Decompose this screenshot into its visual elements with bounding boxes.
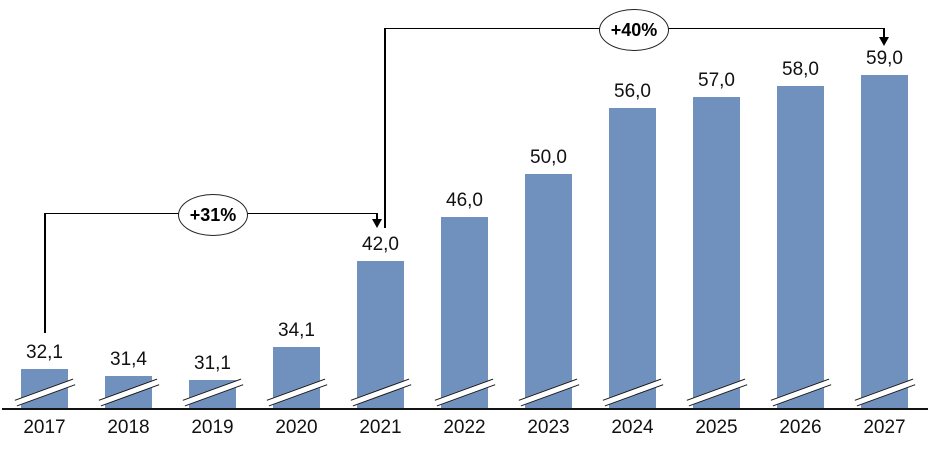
- bracket-left-vertical-line: [384, 28, 386, 228]
- bar-value-label: 31,1: [194, 353, 231, 374]
- x-axis-label: 2021: [359, 417, 402, 438]
- bar: [693, 97, 740, 409]
- arrow-down-icon: [879, 37, 889, 46]
- bar: [525, 174, 572, 409]
- x-axis-label: 2022: [443, 417, 486, 438]
- bar: [609, 108, 656, 409]
- bar-value-label: 31,4: [110, 349, 147, 370]
- x-axis-label: 2024: [611, 417, 654, 438]
- growth-badge-31: +31%: [178, 194, 248, 236]
- bracket-right-vertical-stub: [883, 28, 885, 38]
- growth-badge-40-label: +40%: [610, 19, 658, 40]
- bar-value-label: 34,1: [278, 320, 315, 341]
- x-axis-label: 2020: [275, 417, 318, 438]
- bar-value-label: 46,0: [446, 190, 483, 211]
- bar-value-label: 50,0: [530, 147, 567, 168]
- bar: [861, 75, 908, 409]
- growth-badge-31-label: +31%: [189, 204, 237, 225]
- x-axis-label: 2019: [191, 417, 234, 438]
- x-axis-label: 2018: [107, 417, 150, 438]
- bracket-left-vertical-line: [44, 213, 46, 333]
- bar-value-label: 42,0: [362, 234, 399, 255]
- bar: [441, 217, 488, 409]
- arrow-down-icon: [372, 219, 382, 228]
- bar-value-label: 58,0: [782, 59, 819, 80]
- bar-value-label: 57,0: [698, 70, 735, 91]
- x-axis-label: 2027: [863, 417, 906, 438]
- x-axis-line: [2, 408, 928, 410]
- bracket-right-vertical-stub: [376, 213, 378, 221]
- x-axis-label: 2026: [779, 417, 822, 438]
- bar-value-label: 56,0: [614, 81, 651, 102]
- x-axis-label: 2017: [23, 417, 66, 438]
- x-axis-label: 2025: [695, 417, 738, 438]
- bar: [777, 86, 824, 409]
- bar-value-label: 32,1: [26, 342, 63, 363]
- x-axis-label: 2023: [527, 417, 570, 438]
- bar-value-label: 59,0: [866, 48, 903, 69]
- growth-badge-40: +40%: [599, 9, 669, 51]
